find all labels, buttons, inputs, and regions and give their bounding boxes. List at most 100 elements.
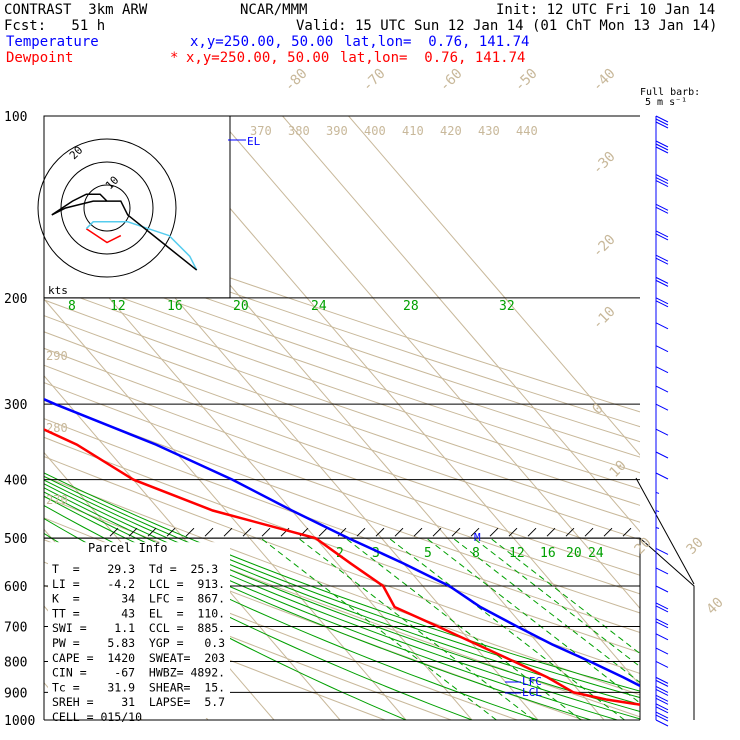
mixing-ratio-label: 20 (233, 299, 249, 314)
theta-label: 390 (326, 124, 348, 138)
el-label: EL (247, 135, 261, 148)
hatch-mark (584, 527, 594, 537)
model-title: CONTRAST 3km ARW (4, 2, 148, 18)
wind-barb (655, 322, 669, 330)
hatch-mark (394, 527, 404, 537)
isotherm-tick-label: -40 (590, 66, 619, 95)
wind-barb (655, 203, 669, 214)
dewpoint-marker: * (170, 50, 179, 66)
pressure-tick-label: 700 (4, 620, 27, 635)
hatch-mark (527, 527, 537, 537)
wind-barb (655, 174, 669, 187)
parcel-info-background (48, 542, 230, 718)
wind-barb (655, 526, 660, 529)
dry-adiabat-line (44, 475, 640, 696)
parcel-info-row: TT = 43 EL = 110. (52, 606, 225, 620)
theta-label: 280 (46, 421, 68, 435)
isotherm-tick-label: 30 (684, 535, 707, 558)
mixing-ratio-label: 5 (424, 546, 432, 561)
parcel-info-row: CAPE = 1420 SWEAT= 203 (52, 651, 225, 665)
hatch-mark (622, 527, 632, 537)
isotherm-line (44, 221, 473, 720)
mixing-ratio-label: 24 (588, 546, 604, 561)
isotherm-tick-label: -60 (437, 66, 466, 95)
dry-adiabat-line (44, 364, 640, 576)
theta-label: 380 (288, 124, 310, 138)
wind-barb (655, 703, 669, 714)
wind-barb (655, 567, 669, 575)
wind-barb (655, 451, 669, 459)
wind-barb (655, 647, 669, 655)
barb-legend-line1: Full barb: (640, 87, 700, 98)
mixing-ratio-label: 12 (509, 546, 525, 561)
hodograph-units-label: kts (48, 284, 68, 297)
pressure-tick-label: 400 (4, 474, 27, 489)
wind-barb (655, 297, 669, 308)
dry-adiabat-line (44, 283, 640, 490)
isotherm-tick-label: 40 (704, 595, 727, 618)
pressure-tick-label: 900 (4, 686, 27, 701)
hatch-mark (489, 527, 499, 537)
hatch-mark (432, 527, 442, 537)
wind-barb (655, 472, 669, 480)
mixing-ratio-label: 16 (540, 546, 556, 561)
parcel-info-title: Parcel Info (88, 541, 167, 555)
isotherm-tick-label: -80 (282, 66, 311, 95)
temperature-latlon: lat,lon= 0.76, 141.74 (344, 34, 530, 50)
isotherm-line (150, 116, 640, 686)
pressure-tick-label: 300 (4, 398, 27, 413)
dry-adiabat-line (44, 299, 640, 506)
dewpoint-xy: x,y=250.00, 50.00 (186, 50, 330, 66)
isotherm-tick-label: -10 (590, 304, 619, 333)
theta-label: 290 (46, 349, 68, 363)
hatch-mark (356, 527, 366, 537)
theta-label: 400 (364, 124, 386, 138)
isotherm-line (348, 116, 640, 456)
parcel-info-row: SWI = 1.1 CCL = 885. (52, 621, 225, 635)
barb-panel-border (639, 537, 695, 720)
dry-adiabat-line (44, 561, 452, 720)
wind-barb (655, 661, 669, 668)
wind-barb (655, 548, 669, 555)
temperature-legend-label: Temperature (6, 34, 99, 50)
mixing-ratio-label: 20 (566, 546, 582, 561)
dewpoint-profile-line (44, 428, 640, 706)
pressure-tick-label: 600 (4, 580, 27, 595)
wind-barb (655, 428, 669, 436)
isotherm-line (44, 375, 341, 720)
hodograph-mid-trace (85, 221, 198, 271)
barb-panel-diagonal (635, 477, 695, 585)
theta-label: 410 (402, 124, 424, 138)
isotherm-tick-label: -50 (512, 66, 541, 95)
wind-barb (655, 510, 660, 513)
wind-barb (655, 602, 669, 613)
dry-adiabat-line (44, 331, 640, 541)
dewpoint-latlon: lat,lon= 0.76, 141.74 (340, 50, 526, 66)
hatch-mark (508, 527, 518, 537)
isotherm-line (282, 116, 640, 533)
wind-barb (655, 230, 669, 241)
temperature-profile-line (44, 397, 640, 688)
dry-adiabat-line (44, 456, 640, 674)
dry-adiabat-line (44, 254, 640, 458)
parcel-info-row: LI = -4.2 LCL = 913. (52, 577, 225, 591)
dewpoint-legend-label: Dewpoint (6, 50, 74, 66)
wind-barb (655, 385, 669, 393)
temperature-xy: x,y=250.00, 50.00 (190, 34, 334, 50)
dry-adiabat-line (44, 418, 640, 634)
hatch-mark (223, 527, 233, 537)
wind-barb (655, 686, 669, 696)
isotherm-tick-label: 10 (607, 458, 630, 481)
m-label: M (474, 531, 481, 544)
mixing-ratio-label: 8 (68, 299, 76, 314)
mixing-ratio-label: 32 (499, 299, 515, 314)
init-time: Init: 12 UTC Fri 10 Jan 14 (496, 2, 716, 18)
hodograph-box (43, 115, 231, 299)
wind-barb (655, 276, 669, 287)
hatch-mark (470, 527, 480, 537)
pressure-tick-label: 500 (4, 532, 27, 547)
dry-adiabat-line (44, 382, 640, 595)
hodograph-ring (37, 138, 177, 278)
parcel-info-row: CELL = 015/10 (52, 710, 142, 724)
